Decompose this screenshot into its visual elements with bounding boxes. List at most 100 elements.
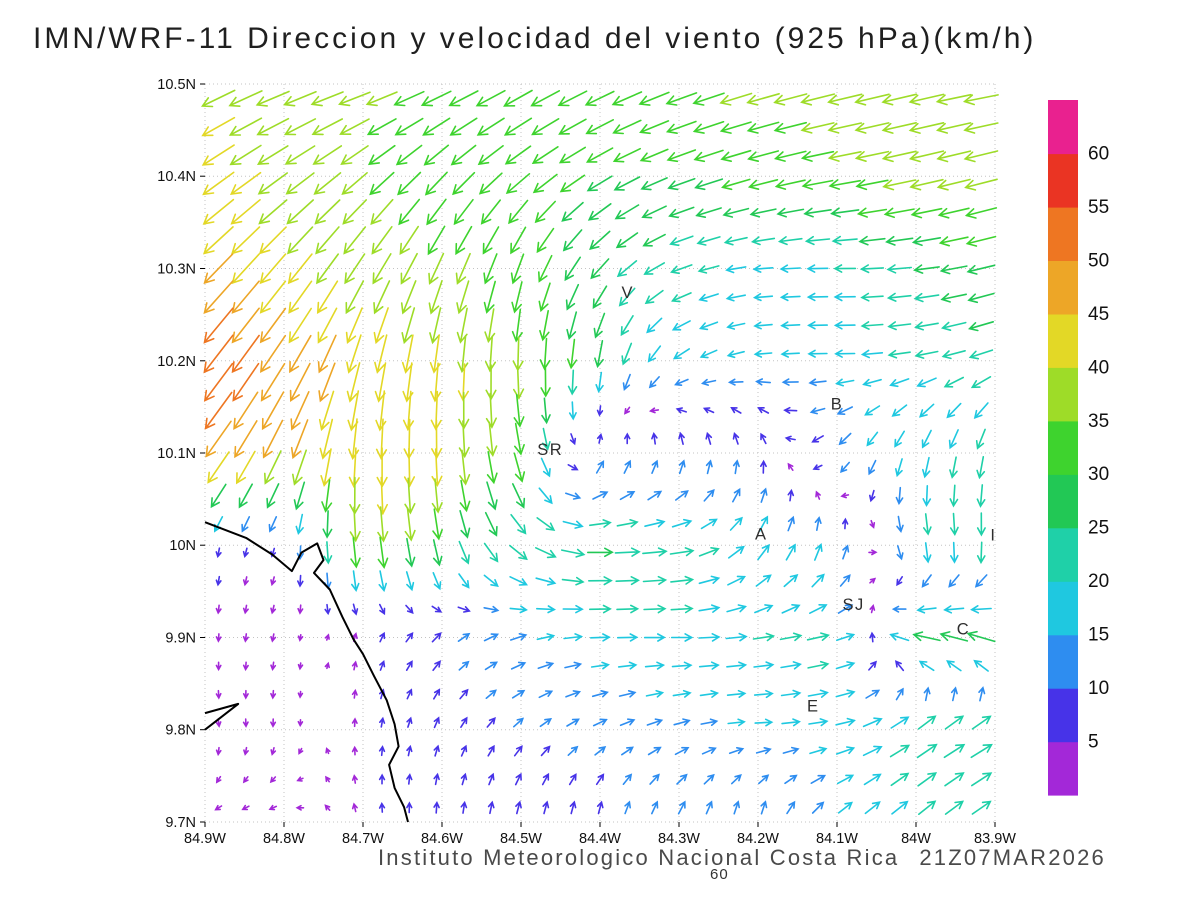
wind-arrow xyxy=(670,633,694,642)
wind-arrow xyxy=(586,175,613,192)
wind-arrow xyxy=(809,407,826,415)
wind-arrow xyxy=(862,717,883,728)
wind-arrow xyxy=(568,773,577,786)
footer: Instituto Meteorologico Nacional Costa R… xyxy=(378,845,1106,871)
wind-arrow xyxy=(589,230,611,251)
wind-arrow xyxy=(242,718,249,728)
wind-arrow xyxy=(800,150,835,162)
wind-arrow xyxy=(483,633,500,642)
wind-arrow xyxy=(283,118,317,136)
wind-arrow xyxy=(726,350,745,359)
wind-arrow xyxy=(215,689,222,700)
wind-arrow xyxy=(483,542,499,563)
wind-arrow xyxy=(672,348,690,360)
wind-arrow xyxy=(376,476,388,516)
wind-arrow xyxy=(669,235,694,247)
wind-arrow xyxy=(728,545,745,559)
wind-arrow xyxy=(624,800,631,815)
wind-arrow xyxy=(651,800,659,815)
wind-arrow xyxy=(948,429,959,450)
wind-arrow xyxy=(538,690,554,699)
wind-arrow xyxy=(323,541,333,565)
wind-arrow xyxy=(729,516,743,531)
wind-arrow xyxy=(344,253,366,285)
wind-arrow xyxy=(963,150,999,163)
wind-arrow xyxy=(948,574,960,588)
wind-arrow xyxy=(895,687,904,701)
wind-arrow xyxy=(203,307,234,344)
wind-arrow xyxy=(537,661,555,670)
wind-arrow xyxy=(485,689,497,699)
wind-arrow xyxy=(622,773,633,785)
wind-arrow xyxy=(259,307,287,344)
wind-arrow xyxy=(487,800,495,815)
wind-arrow xyxy=(809,604,828,614)
wind-arrow xyxy=(400,252,418,285)
wind-arrow xyxy=(460,744,468,757)
colorbar-tick-label: 30 xyxy=(1088,464,1109,485)
wind-arrow xyxy=(807,349,828,358)
wind-arrow xyxy=(673,718,691,726)
wind-arrow xyxy=(642,547,668,557)
wind-arrow xyxy=(348,418,360,461)
wind-arrow xyxy=(569,433,577,446)
wind-arrow xyxy=(487,744,495,757)
wind-arrow xyxy=(406,716,413,728)
wind-arrow xyxy=(270,718,277,728)
wind-arrow xyxy=(315,226,340,255)
wind-arrow xyxy=(558,118,587,135)
wind-arrow xyxy=(534,200,556,224)
wind-arrow xyxy=(966,264,996,275)
wind-arrow xyxy=(403,447,416,488)
wind-arrow xyxy=(811,573,825,588)
wind-arrow xyxy=(228,117,263,136)
wind-arrow xyxy=(297,604,304,615)
wind-arrow xyxy=(828,179,861,190)
wind-arrow xyxy=(262,419,284,459)
wind-arrow xyxy=(319,418,334,460)
wind-arrow xyxy=(615,576,640,586)
wind-arrow xyxy=(618,690,637,698)
wind-arrow xyxy=(697,265,720,274)
wind-arrow xyxy=(949,484,959,508)
wind-arrow xyxy=(939,631,969,642)
wind-arrow xyxy=(839,574,851,587)
wind-arrow xyxy=(705,459,713,475)
wind-arrow xyxy=(460,800,468,814)
wind-arrow xyxy=(936,178,971,191)
wind-arrow xyxy=(541,397,551,425)
wind-arrow xyxy=(865,689,881,699)
colorbar-tick-label: 20 xyxy=(1088,571,1109,592)
wind-arrow xyxy=(515,800,522,815)
wind-arrow xyxy=(485,392,497,429)
wind-arrow xyxy=(457,335,469,374)
wind-arrow xyxy=(566,338,578,370)
wind-arrow xyxy=(513,365,525,400)
wind-arrow xyxy=(644,289,664,305)
wind-arrow xyxy=(944,800,965,815)
wind-arrow xyxy=(404,507,416,542)
wind-arrow xyxy=(373,307,389,345)
wind-arrow xyxy=(812,464,823,471)
wind-arrow xyxy=(665,92,698,106)
wind-arrow xyxy=(568,401,577,421)
wind-arrow xyxy=(215,661,222,672)
wind-arrow xyxy=(428,252,445,285)
wind-arrow xyxy=(324,661,330,670)
wind-arrow xyxy=(351,745,358,756)
wind-arrow xyxy=(261,391,285,431)
wind-arrow xyxy=(320,448,332,487)
wind-arrow xyxy=(784,774,798,785)
station-label: C xyxy=(957,621,970,639)
wind-arrow xyxy=(699,349,718,359)
wind-arrow xyxy=(290,391,310,431)
station-label: SJ xyxy=(842,596,864,614)
wind-arrow xyxy=(678,431,685,445)
wind-arrow xyxy=(297,690,304,699)
wind-arrow xyxy=(698,575,721,585)
wind-arrow xyxy=(228,90,263,107)
wind-arrow xyxy=(561,548,586,558)
wind-arrow xyxy=(646,317,663,334)
wind-arrow xyxy=(204,391,233,430)
